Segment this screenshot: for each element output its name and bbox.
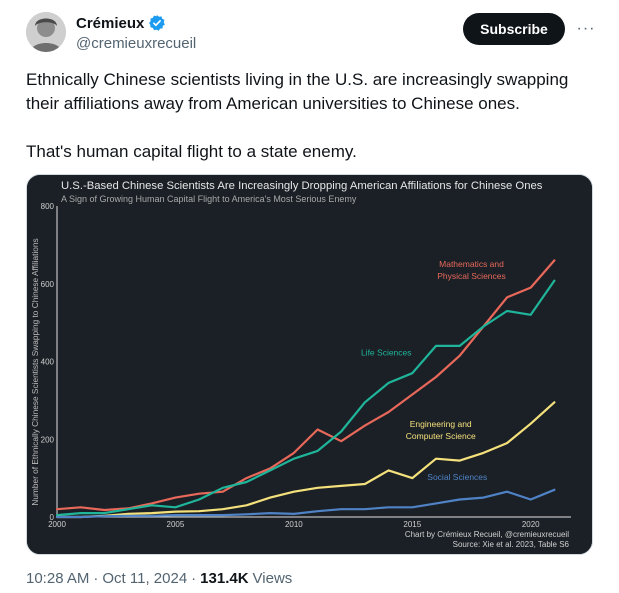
series-line-2 — [55, 401, 556, 519]
line-chart: U.S.-Based Chinese Scientists Are Increa… — [27, 175, 592, 554]
series-line-1 — [55, 279, 556, 517]
y-tick-label: 400 — [41, 358, 55, 367]
y-tick-label: 600 — [41, 280, 55, 289]
more-options-icon[interactable]: ··· — [576, 20, 596, 37]
tweet-time[interactable]: 10:28 AM — [26, 570, 90, 587]
tweet-text: Ethnically Chinese scientists living in … — [26, 68, 596, 164]
series-label-2: Computer Science — [406, 431, 476, 441]
meta-separator: · — [93, 570, 99, 587]
author-display-name[interactable]: Crémieux — [76, 14, 145, 32]
y-tick-label: 800 — [41, 202, 55, 211]
series-label-1: Life Sciences — [361, 348, 412, 358]
tweet-paragraph-2: That's human capital flight to a state e… — [26, 142, 357, 161]
x-tick-labels: 2000 2005 2010 2015 2020 — [48, 520, 540, 529]
tweet-date[interactable]: Oct 11, 2024 — [102, 570, 188, 587]
author-name-row: Crémieux — [76, 14, 166, 32]
meta-separator-2: · — [191, 570, 197, 587]
series-label-0: Mathematics and — [439, 259, 504, 269]
tweet-meta: 10:28 AM · Oct 11, 2024 · 131.4K Views — [26, 570, 292, 587]
views-label: Views — [252, 570, 293, 587]
tweet-paragraph-1: Ethnically Chinese scientists living in … — [26, 70, 569, 113]
y-tick-label: 0 — [50, 513, 55, 522]
y-tick-label: 200 — [41, 435, 55, 444]
author-handle[interactable]: @cremieuxrecueil — [76, 35, 197, 52]
chart-source: Source: Xie et al. 2023, Table S6 — [453, 540, 570, 549]
x-tick-label: 2005 — [167, 520, 185, 529]
avatar[interactable] — [26, 12, 66, 52]
x-tick-label: 2015 — [403, 520, 421, 529]
x-tick-label: 2010 — [285, 520, 303, 529]
chart-background — [27, 175, 592, 554]
chart-title: U.S.-Based Chinese Scientists Are Increa… — [61, 180, 543, 192]
series-line-3 — [55, 488, 556, 519]
subscribe-button[interactable]: Subscribe — [463, 13, 565, 45]
chart-credit: Chart by Crémieux Recueil, @cremieuxrecu… — [405, 530, 569, 539]
x-tick-label: 2000 — [48, 520, 66, 529]
y-axis-label: Number of Ethnically Chinese Scientists … — [30, 238, 40, 505]
chart-subtitle: A Sign of Growing Human Capital Flight t… — [61, 194, 357, 204]
series-lines — [55, 259, 556, 519]
verified-badge-icon — [148, 14, 166, 32]
series-label-3: Social Sciences — [427, 472, 487, 482]
series-label-2: Engineering and — [410, 419, 472, 429]
series-line-0 — [55, 259, 556, 512]
y-tick-labels: 0 200 400 600 800 — [41, 202, 55, 522]
views-count: 131.4K — [200, 570, 249, 587]
series-labels: Mathematics and Physical Sciences Life Sci… — [361, 259, 506, 482]
series-label-0: Physical Sciences — [437, 271, 506, 281]
chart-image[interactable]: U.S.-Based Chinese Scientists Are Increa… — [26, 174, 593, 555]
x-tick-label: 2020 — [522, 520, 540, 529]
